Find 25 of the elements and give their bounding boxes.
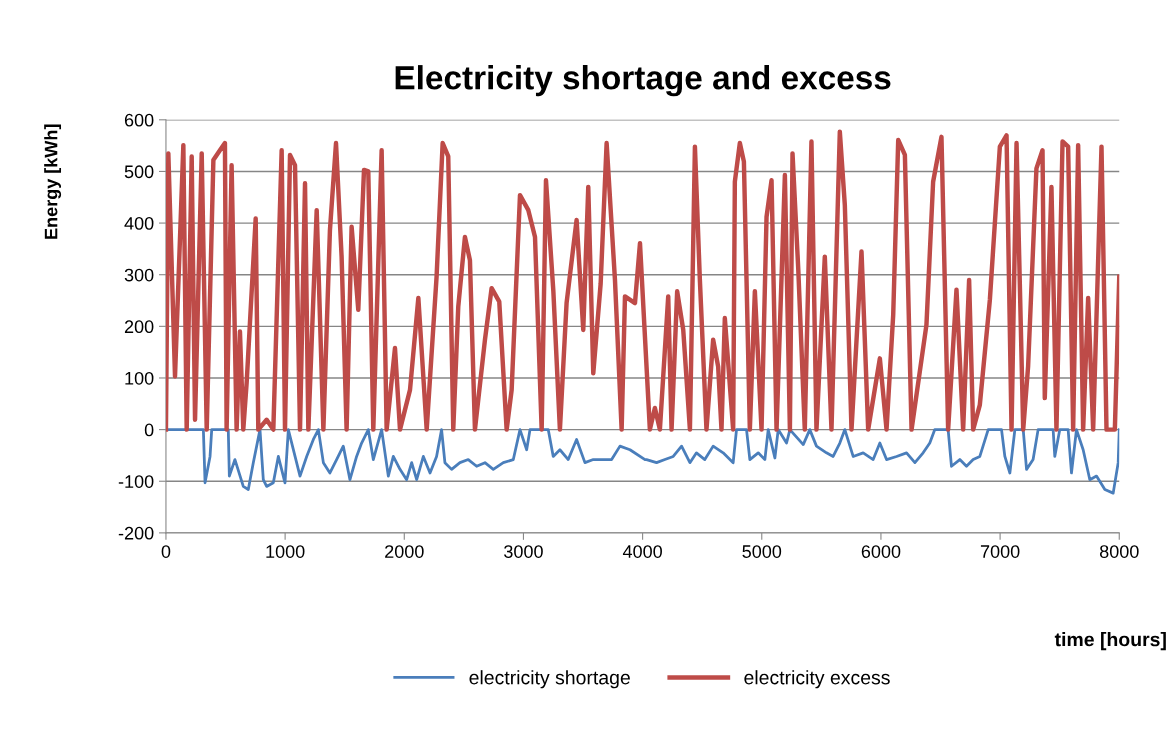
y-tick-label: 600 [124, 113, 154, 127]
x-tick-label: 3000 [504, 545, 543, 558]
y-tick-label: 200 [124, 320, 154, 334]
x-tick-label: 8000 [1099, 545, 1139, 558]
y-tick-label: -200 [118, 526, 154, 540]
x-axis-title: time [hours] [1054, 632, 1166, 651]
y-tick-label: 500 [124, 165, 154, 179]
line-series [165, 129, 1120, 432]
legend-label: electricity excess [744, 670, 890, 689]
y-tick-label: 400 [124, 217, 154, 230]
line-series [165, 428, 1120, 495]
y-tick-label: 300 [124, 268, 154, 282]
y-tick-label: -100 [118, 475, 154, 488]
x-tick-label: 4000 [622, 545, 662, 558]
chart-title: Electricity shortage and excess [395, 65, 891, 97]
x-tick-label: 1000 [266, 545, 305, 558]
x-tick-label: 7000 [980, 545, 1020, 558]
x-tick-label: 0 [161, 545, 171, 558]
legend-label: electricity shortage [469, 670, 630, 689]
y-tick-label: 0 [144, 423, 154, 437]
x-tick-label: 5000 [742, 545, 782, 558]
x-tick-label: 6000 [861, 545, 901, 558]
x-tick-label: 2000 [385, 545, 424, 558]
y-tick-label: 100 [125, 371, 154, 385]
y-axis-title: Energy [kWh] [44, 124, 62, 239]
